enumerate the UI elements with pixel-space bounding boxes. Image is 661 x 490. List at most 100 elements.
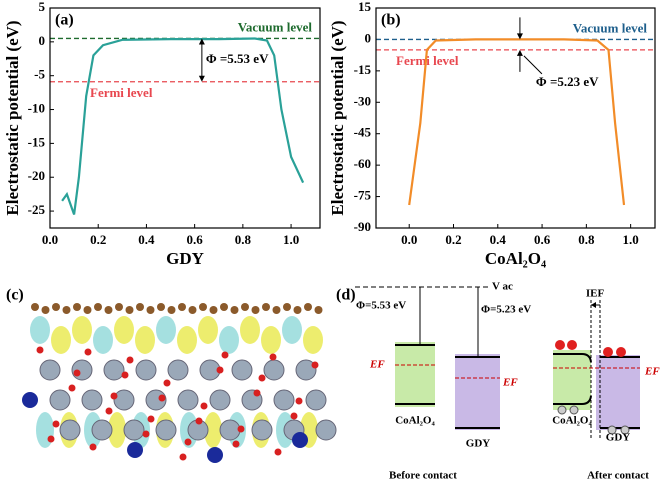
y-tick-label: -25 (28, 202, 46, 217)
material-label: GDY (606, 432, 631, 444)
metal-atom (167, 359, 189, 381)
carbon-atom (314, 306, 323, 314)
charge-density (219, 326, 239, 354)
y-axis-label: Electrostatic potential (eV) (328, 20, 347, 215)
carbon-atom (293, 306, 302, 314)
metal-atom (295, 359, 317, 381)
band (596, 355, 640, 430)
panel-d: (d) V ac Φ=5.53 eV EF Φ=5.23 eV EF CoAl₂… (336, 281, 660, 482)
oxygen-atom (269, 353, 277, 361)
carbon-atom (241, 303, 249, 311)
carbon-atom (262, 303, 270, 311)
metal-atom (113, 389, 135, 411)
metal-atom (71, 359, 93, 381)
phi-label: Φ=5.23 eV (481, 304, 531, 316)
reference-label: Vacuum level (573, 20, 648, 35)
y-tick-label: 15 (358, 0, 372, 14)
charge-density (51, 326, 71, 354)
y-tick-label: -30 (354, 93, 371, 108)
arrow-head (516, 33, 523, 56)
metal-atom (103, 359, 125, 381)
oxygen-atom (89, 443, 97, 451)
oxygen-atom (147, 415, 155, 423)
charge-density (156, 316, 176, 344)
hole (569, 405, 579, 415)
oxygen-atom (179, 453, 187, 461)
oxygen-atom (274, 448, 282, 456)
oxygen-atom (232, 440, 240, 448)
x-tick-label: 0.2 (445, 232, 461, 247)
reference-label: Fermi level (396, 53, 459, 68)
hole (620, 425, 630, 435)
carbon-atom (209, 306, 218, 314)
band (553, 350, 591, 410)
oxygen-atom (105, 407, 113, 415)
charge-density (240, 316, 260, 344)
carbon-atom (94, 303, 102, 311)
carbon-atom (104, 306, 113, 314)
phi-pointer (523, 55, 543, 75)
charge-density (282, 316, 302, 344)
cobalt-atom (207, 447, 223, 463)
cobalt-atom (22, 392, 38, 408)
carbon-atom (157, 303, 165, 311)
x-axis-label: CoAl₂O₄ (485, 249, 546, 268)
y-tick-label: -15 (28, 134, 46, 149)
carbon-atom (146, 306, 155, 314)
x-tick-label: 0.0 (401, 232, 417, 247)
metal-atom (155, 419, 177, 441)
x-tick-label: 0.0 (42, 232, 58, 247)
x-tick-label: 0.4 (138, 232, 155, 247)
hole (607, 425, 617, 435)
chart: 15 0 -15 -30 -45 -60 -75 -90 0.0 0.2 0.4 0.6 0.8 1.0 V… (328, 0, 656, 268)
carbon-atom (199, 303, 207, 311)
metal-atom (251, 419, 273, 441)
panel-label: (b) (381, 12, 401, 29)
fermi-label: EF (644, 366, 660, 378)
material-label: CoAl₂O₄ (552, 415, 592, 427)
y-tick-label: 0 (365, 30, 372, 45)
charge-density (93, 326, 113, 354)
fermi-label: EF (502, 377, 518, 389)
fermi-label: EF (369, 359, 385, 371)
carbon-atom (283, 303, 291, 311)
oxygen-atom (52, 420, 60, 428)
oxygen-atom (290, 412, 298, 420)
y-tick-label: -15 (354, 62, 372, 77)
oxygen-atom (184, 438, 192, 446)
carbon-atom (178, 303, 186, 311)
carbon-atom (62, 306, 71, 314)
metal-atom (81, 389, 103, 411)
plot-frame (375, 7, 656, 229)
metal-atom (231, 359, 253, 381)
reference-label: Vacuum level (238, 19, 313, 34)
data-line (61, 37, 305, 215)
y-tick-label: -45 (354, 125, 372, 140)
x-tick-label: 1.0 (283, 232, 299, 247)
x-tick-label: 0.6 (534, 232, 551, 247)
electron (567, 340, 577, 350)
panel-label: (d) (336, 287, 356, 304)
electron (616, 347, 626, 357)
charge-density (303, 326, 323, 354)
metal-atom (315, 419, 337, 441)
x-tick-label: 1.0 (623, 232, 639, 247)
oxygen-atom (195, 417, 203, 425)
charge-density (198, 316, 218, 344)
data-line (408, 38, 626, 206)
metal-atom (49, 389, 71, 411)
oxygen-atom (258, 374, 266, 382)
charge-density (177, 326, 197, 354)
metal-atom (123, 419, 145, 441)
electron (555, 340, 565, 350)
y-tick-label: -20 (28, 168, 45, 183)
caption: Before contact (389, 470, 457, 482)
carbon-atom (52, 303, 60, 311)
panel-label: (c) (6, 287, 24, 304)
x-axis-label: GDY (166, 249, 204, 268)
oxygen-atom (200, 402, 208, 410)
metal-atom (273, 389, 295, 411)
metal-atom (59, 419, 81, 441)
